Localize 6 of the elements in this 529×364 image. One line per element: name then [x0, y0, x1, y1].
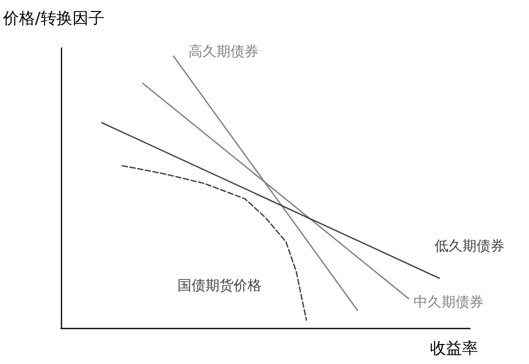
series-label: 高久期债券	[188, 44, 258, 60]
y-axis-title: 价格/转换因子	[2, 8, 104, 28]
text: 国债期货价格	[177, 278, 262, 294]
series-label: 中久期债券	[414, 294, 484, 311]
x-axis-title: 收益率	[430, 338, 478, 358]
series-label: 低久期债券	[434, 238, 504, 254]
